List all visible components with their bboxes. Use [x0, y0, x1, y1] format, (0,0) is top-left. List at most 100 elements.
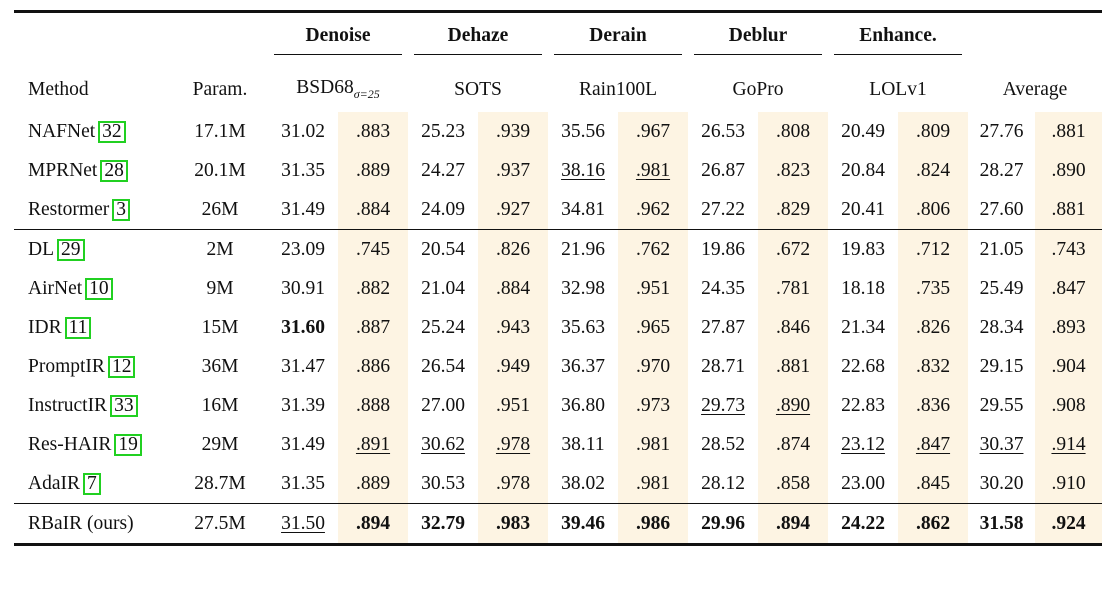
citation-link[interactable]: 11	[64, 316, 92, 339]
method-name: InstructIR 33	[14, 386, 172, 425]
metric-value: 31.58	[979, 512, 1024, 534]
ssim-cell: .862	[898, 503, 969, 545]
ssim-cell: .893	[1035, 308, 1103, 347]
metric-value: 19.86	[701, 238, 745, 260]
psnr-cell: 38.11	[548, 425, 618, 464]
ssim-cell: .809	[898, 112, 969, 151]
metric-value: 35.56	[561, 120, 605, 142]
metric-value: .986	[635, 512, 671, 534]
param-count: 2M	[172, 229, 268, 269]
metric-value: 28.12	[701, 472, 745, 494]
header-gopro: GoPro	[732, 78, 784, 100]
ssim-cell: .889	[338, 464, 408, 504]
ssim-cell: .846	[758, 308, 828, 347]
metric-value: 32.98	[561, 277, 605, 299]
psnr-cell: 23.09	[268, 229, 338, 269]
metric-value: 38.11	[561, 433, 605, 455]
method-label: AirNet	[28, 277, 83, 299]
header-average: Average	[1002, 78, 1068, 100]
param-count: 26M	[201, 198, 239, 220]
citation-link[interactable]: 10	[85, 277, 113, 300]
ssim-cell: .884	[478, 269, 548, 308]
param-count: 28.7M	[194, 472, 246, 494]
citation-link[interactable]: 7	[83, 472, 101, 495]
metric-value: 31.49	[281, 198, 325, 220]
psnr-cell: 28.34	[968, 308, 1035, 347]
citation-link[interactable]: 12	[107, 355, 136, 378]
psnr-cell: 21.34	[828, 308, 898, 347]
psnr-cell: 25.49	[968, 269, 1035, 308]
metric-value: .970	[635, 355, 671, 377]
metric-value: 29.96	[701, 512, 745, 534]
psnr-cell: 27.60	[968, 190, 1035, 230]
ssim-cell: .970	[618, 347, 688, 386]
psnr-cell: 25.23	[408, 112, 478, 151]
psnr-cell: 20.41	[828, 190, 898, 230]
metric-value: 30.53	[421, 472, 465, 494]
psnr-cell: 36.37	[548, 347, 618, 386]
header-sots: SOTS	[454, 78, 502, 100]
metric-value: .910	[1051, 472, 1086, 494]
ssim-cell: .824	[898, 151, 969, 190]
table-row: NAFNet 32 17.1M 31.02 .883 25.23 .939 35.56 .967…	[14, 112, 1103, 151]
method-name: DL 29	[14, 229, 172, 269]
param-count: 27.5M	[172, 503, 268, 545]
metric-value: 35.63	[561, 316, 605, 338]
group-denoise: Denoise	[268, 12, 408, 68]
table-body: NAFNet 32 17.1M 31.02 .883 25.23 .939 35.56 .967…	[14, 112, 1103, 545]
metric-value: .781	[775, 277, 811, 299]
metric-value: 31.50	[281, 512, 325, 534]
header-row: Method Param. BSD68σ=25 SOTS Rain100L Go…	[14, 67, 1102, 112]
psnr-cell: 27.22	[688, 190, 758, 230]
citation-link[interactable]: 32	[98, 120, 126, 143]
psnr-cell: 27.87	[688, 308, 758, 347]
ssim-cell: .949	[478, 347, 548, 386]
metric-value: .884	[495, 277, 531, 299]
ssim-cell: .889	[338, 151, 408, 190]
metric-value: 30.62	[421, 433, 465, 455]
method-label: InstructIR	[28, 394, 108, 416]
ssim-cell: .745	[338, 229, 408, 269]
metric-value: 31.49	[281, 433, 325, 455]
metric-value: 20.54	[421, 238, 465, 260]
metric-value: 31.35	[281, 472, 325, 494]
psnr-cell: 31.50	[268, 503, 338, 545]
ssim-cell: .978	[478, 464, 548, 504]
metric-value: 31.35	[281, 159, 325, 181]
ssim-cell: .883	[338, 112, 408, 151]
header-lolv1: LOLv1	[869, 78, 927, 100]
metric-value: .846	[775, 316, 811, 338]
metric-value: .927	[495, 198, 531, 220]
psnr-cell: 31.58	[968, 503, 1036, 545]
metric-value: 36.80	[561, 394, 605, 416]
ssim-cell: .891	[338, 425, 408, 464]
method-name: Res-HAIR 19	[14, 425, 172, 464]
ssim-cell: .981	[618, 425, 688, 464]
metric-value: .908	[1051, 394, 1086, 416]
metric-value: .981	[635, 472, 671, 494]
ssim-cell: .939	[478, 112, 548, 151]
method-name: IDR 11	[14, 308, 172, 347]
task-group-row: Denoise Dehaze Derain Deblur Enhance.	[14, 11, 1103, 68]
ssim-cell: .924	[1035, 503, 1103, 545]
psnr-cell: 32.98	[548, 269, 618, 308]
param-count: 29M	[201, 433, 239, 455]
ssim-cell: .890	[1035, 151, 1103, 190]
psnr-cell: 20.54	[408, 229, 478, 269]
citation-link[interactable]: 3	[112, 198, 130, 221]
psnr-cell: 31.39	[268, 386, 338, 425]
ssim-cell: .882	[338, 269, 408, 308]
citation-link[interactable]: 33	[110, 394, 138, 417]
psnr-cell: 27.00	[408, 386, 478, 425]
citation-link[interactable]: 19	[114, 433, 142, 456]
citation-link[interactable]: 29	[57, 238, 85, 261]
metric-value: 24.35	[701, 277, 745, 299]
ssim-cell: .881	[1035, 190, 1103, 230]
citation-link[interactable]: 28	[100, 159, 128, 182]
metric-value: .939	[495, 120, 531, 142]
psnr-cell: 32.79	[408, 503, 478, 545]
ssim-cell: .914	[1035, 425, 1103, 464]
metric-value: 31.60	[281, 316, 325, 338]
table-row: AdaIR 7 28.7M 31.35 .889 30.53 .978 38.02 .981 28…	[14, 464, 1103, 504]
ssim-cell: .927	[478, 190, 548, 230]
